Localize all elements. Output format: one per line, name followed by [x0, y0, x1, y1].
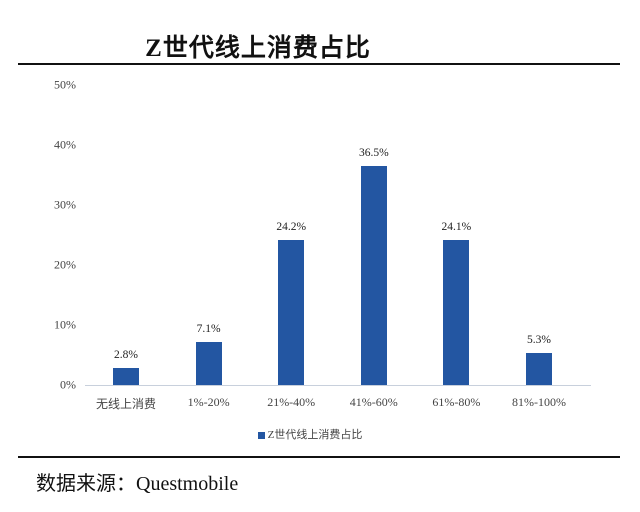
y-tick-label: 20% [54, 257, 76, 272]
chart-title: Z世代线上消费占比 [145, 35, 371, 62]
data-label: 2.8% [114, 349, 138, 362]
y-tick-label: 10% [54, 317, 76, 332]
bar [278, 239, 305, 385]
x-tick-label: 无线上消费 [95, 397, 156, 411]
x-tick-label: 21%-40% [267, 395, 316, 409]
data-label: 7.1% [196, 323, 221, 336]
top-rule [18, 63, 620, 65]
source-note: 数据来源：Questmobile [36, 473, 239, 495]
data-label: 36.5% [358, 147, 389, 159]
y-tick-label: 0% [60, 377, 76, 392]
legend: Z世代线上消费占比 [0, 426, 620, 442]
legend-swatch [257, 431, 265, 439]
data-label: 24.1% [441, 221, 472, 234]
bar [113, 368, 139, 385]
data-label: 5.3% [527, 334, 551, 347]
x-tick-label: 81%-100% [512, 395, 566, 409]
bar [443, 240, 470, 385]
x-tick-label: 41%-60% [349, 395, 398, 409]
x-tick-label: 1%-20% [187, 395, 230, 409]
y-tick-label: 40% [54, 137, 76, 152]
bottom-rule [18, 456, 620, 458]
legend-label: Z世代线上消费占比 [267, 429, 363, 441]
bar [360, 166, 387, 385]
data-label: 24.2% [276, 220, 307, 233]
x-axis-baseline [85, 385, 591, 386]
y-tick-label: 30% [54, 197, 76, 212]
y-tick-label: 50% [54, 77, 76, 92]
x-tick-label: 61%-80% [432, 395, 481, 409]
bar [526, 353, 552, 385]
bar [195, 342, 222, 385]
